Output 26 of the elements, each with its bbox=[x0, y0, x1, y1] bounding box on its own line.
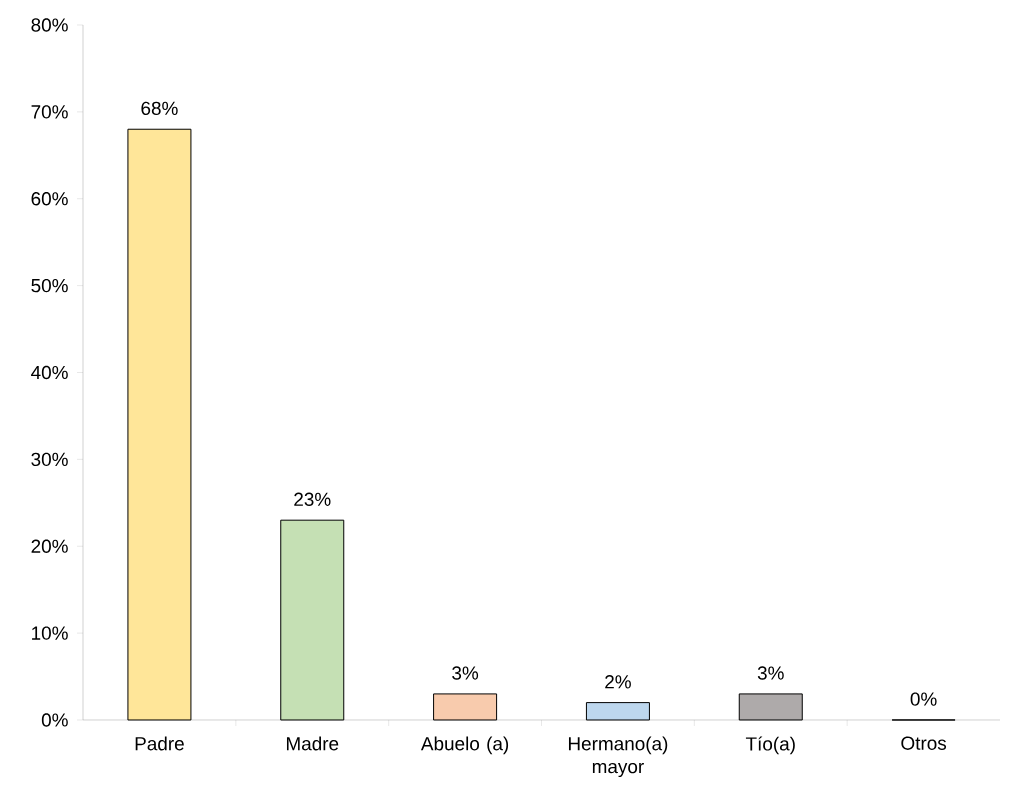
data-label: 3% bbox=[452, 666, 479, 680]
y-tick-label: 0% bbox=[41, 713, 68, 727]
bar bbox=[738, 693, 803, 721]
y-tick-label: 70% bbox=[31, 105, 68, 119]
data-label: 2% bbox=[605, 675, 631, 689]
x-tick-label: Madre bbox=[286, 736, 339, 751]
x-tick-label: Tío(a) bbox=[745, 736, 795, 755]
data-label: 23% bbox=[294, 492, 331, 506]
x-tick-label: Padre bbox=[135, 736, 184, 751]
bar bbox=[127, 128, 192, 721]
y-tick-label: 30% bbox=[31, 452, 68, 467]
bar bbox=[585, 702, 650, 721]
bar bbox=[280, 519, 345, 721]
y-tick-label: 10% bbox=[32, 626, 68, 640]
bar bbox=[433, 693, 498, 721]
data-label: 68% bbox=[141, 101, 178, 116]
x-tick-label: Otros bbox=[901, 736, 947, 750]
y-tick-label: 40% bbox=[31, 365, 68, 380]
y-tick-label: 50% bbox=[31, 278, 68, 293]
data-label: 3% bbox=[757, 666, 784, 680]
y-tick-label: 20% bbox=[31, 539, 68, 553]
data-label: 0% bbox=[910, 692, 937, 706]
y-tick-label: 60% bbox=[31, 192, 68, 206]
x-tick-label: Abuelo (a) bbox=[420, 736, 509, 755]
x-tick-label: Hermano(a) mayor bbox=[568, 736, 668, 778]
y-tick-label: 80% bbox=[31, 18, 68, 32]
